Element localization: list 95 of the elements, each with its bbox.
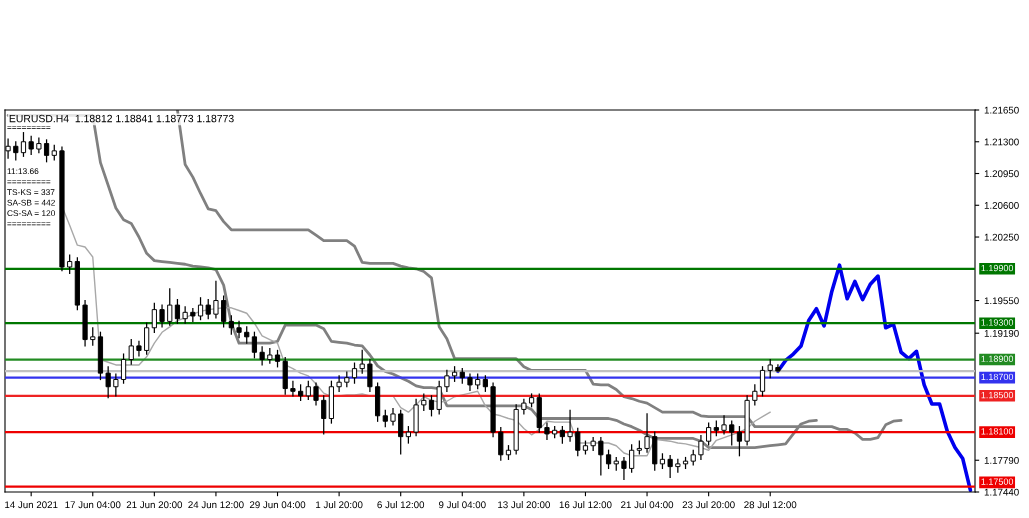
- candlestick: [167, 288, 173, 326]
- y-tick-label: 1.20950: [984, 170, 1019, 178]
- x-tick-label: 16 Jul 12:00: [559, 501, 612, 509]
- candlestick: [567, 409, 573, 442]
- candlestick: [321, 395, 327, 435]
- y-tick-label: 1.21300: [984, 138, 1019, 146]
- candlestick: [128, 338, 134, 365]
- candlestick: [736, 426, 743, 457]
- candlestick: [221, 295, 227, 328]
- candlestick: [105, 366, 111, 399]
- annotation: 11:13.66: [7, 168, 39, 175]
- x-tick-label: 14 Jun 2021: [5, 501, 58, 509]
- candlestick: [113, 373, 119, 397]
- candlestick: [752, 384, 758, 406]
- candlestick: [151, 302, 157, 333]
- candlestick: [729, 420, 735, 446]
- chart-title: EURUSD.H4 1.18812 1.18841 1.18773 1.18773: [9, 114, 234, 123]
- y-tick-label: 1.17790: [984, 456, 1019, 464]
- candlestick: [436, 380, 442, 415]
- y-tick-label: 1.21650: [984, 106, 1019, 114]
- ref-line-label: 1.17500: [981, 478, 1014, 485]
- candlestick: [251, 331, 258, 359]
- annotation: CS-SA = 120: [7, 210, 56, 217]
- candlestick: [236, 320, 242, 339]
- candlestick: [667, 455, 673, 479]
- candlestick: [20, 132, 27, 157]
- candlestick: [43, 139, 50, 163]
- candlestick: [706, 422, 712, 446]
- candlestick: [605, 449, 612, 470]
- candlestick: [621, 456, 627, 480]
- candlestick: [205, 299, 211, 320]
- x-tick-label: 24 Jun 12:00: [188, 501, 244, 509]
- candlestick: [313, 382, 319, 406]
- candlestick: [305, 380, 311, 401]
- x-tick-label: 21 Jul 04:00: [621, 501, 674, 509]
- candlestick: [367, 358, 373, 392]
- candlestick: [28, 135, 34, 156]
- candlestick: [498, 426, 504, 461]
- annotation: =========: [7, 222, 51, 226]
- candlestick: [721, 415, 727, 435]
- candlestick: [336, 375, 342, 392]
- candlestick: [159, 304, 165, 328]
- annotation: =========: [7, 125, 51, 129]
- x-tick-label: 17 Jun 04:00: [65, 501, 121, 509]
- candlestick: [398, 409, 404, 455]
- y-tick-label: 1.20600: [984, 202, 1019, 209]
- x-tick-label: 28 Jul 12:00: [744, 501, 797, 509]
- y-tick-label: 1.17440: [984, 488, 1019, 496]
- x-tick-label: 21 Jun 20:00: [126, 501, 183, 509]
- candlestick: [544, 422, 550, 440]
- candlestick: [629, 444, 635, 473]
- candlestick: [390, 407, 396, 426]
- x-tick-label: 9 Jul 04:00: [438, 501, 486, 509]
- candlestick: [428, 395, 435, 417]
- candlestick: [359, 349, 365, 374]
- line-series: [776, 263, 973, 492]
- x-tick-label: 29 Jun 04:00: [249, 501, 306, 509]
- candlestick: [644, 413, 650, 453]
- candlestick: [13, 141, 19, 161]
- annotation: =========: [7, 180, 51, 184]
- candlestick: [767, 358, 773, 379]
- candlestick: [174, 299, 181, 324]
- candlestick: [213, 280, 219, 319]
- candlestick: [598, 436, 604, 476]
- x-tick-label: 23 Jul 20:00: [682, 501, 735, 509]
- ref-line-label: 1.18100: [981, 428, 1014, 435]
- candlestick: [67, 254, 73, 274]
- candlestick: [144, 322, 150, 355]
- candlestick: [259, 346, 265, 366]
- candlestick: [36, 137, 42, 154]
- candlestick: [698, 435, 704, 460]
- x-tick-label: 6 Jul 12:00: [377, 501, 425, 509]
- candlestick: [290, 380, 296, 397]
- y-tick-label: 1.19550: [984, 297, 1019, 305]
- candlestick: [120, 353, 127, 384]
- ref-line-label: 1.18700: [981, 373, 1014, 381]
- ref-line-label: 1.18500: [981, 391, 1014, 399]
- annotation: SA-SB = 442: [7, 199, 55, 206]
- y-tick-label: 1.20250: [984, 233, 1019, 241]
- candlestick: [351, 362, 358, 384]
- candlestick: [467, 373, 473, 392]
- candlestick: [197, 297, 204, 321]
- candlestick: [228, 315, 234, 335]
- ref-line-label: 1.19300: [981, 319, 1014, 326]
- annotation: TS-KS = 337: [7, 189, 55, 196]
- x-tick-label: 13 Jul 20:00: [498, 501, 550, 509]
- x-tick-label: 1 Jul 20:00: [316, 501, 363, 509]
- y-tick-label: 1.19190: [984, 329, 1019, 337]
- candlestick: [759, 366, 766, 397]
- candlestick: [575, 427, 581, 457]
- candlestick: [136, 340, 142, 357]
- ref-line-label: 1.18900: [981, 355, 1014, 362]
- candlestick: [182, 306, 188, 324]
- ref-line-label: 1.19900: [981, 264, 1014, 272]
- candlestick: [444, 369, 450, 392]
